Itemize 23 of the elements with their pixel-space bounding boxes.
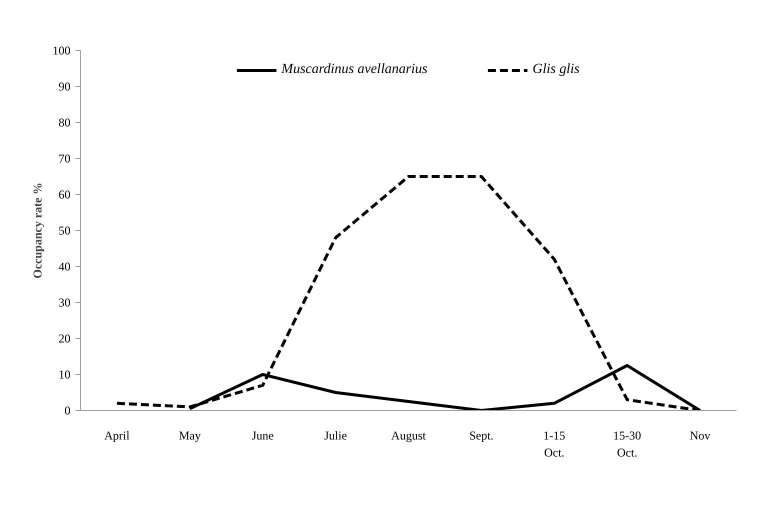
x-tick-label: Nov [690,428,710,442]
x-tick-label: 1-15 Oct. [543,428,566,460]
legend-label: Glis glis [532,62,580,78]
y-tick-label: 0 [64,404,70,418]
y-tick-label: 60 [58,188,70,202]
y-tick-label: 70 [58,152,70,166]
y-tick-label: 50 [58,224,70,238]
y-axis-title: Occupancy rate % [30,182,44,278]
y-tick-label: 90 [58,80,70,94]
y-tick-label: 30 [58,296,70,310]
x-tick-label: August [391,428,426,442]
legend-label: Muscardinus avellanarius [281,62,428,78]
x-tick-label: June [252,428,274,442]
x-tick-label: 15-30 Oct. [613,428,642,460]
x-tick-label: Sept. [469,428,494,442]
y-tick-label: 80 [58,116,70,130]
y-tick-label: 20 [58,332,70,346]
y-tick-label: 10 [58,368,70,382]
x-tick-label: Julie [324,428,347,442]
x-tick-label: April [104,428,130,442]
y-tick-label: 100 [52,44,70,58]
y-tick-label: 40 [58,260,70,274]
x-tick-label: May [178,428,201,442]
